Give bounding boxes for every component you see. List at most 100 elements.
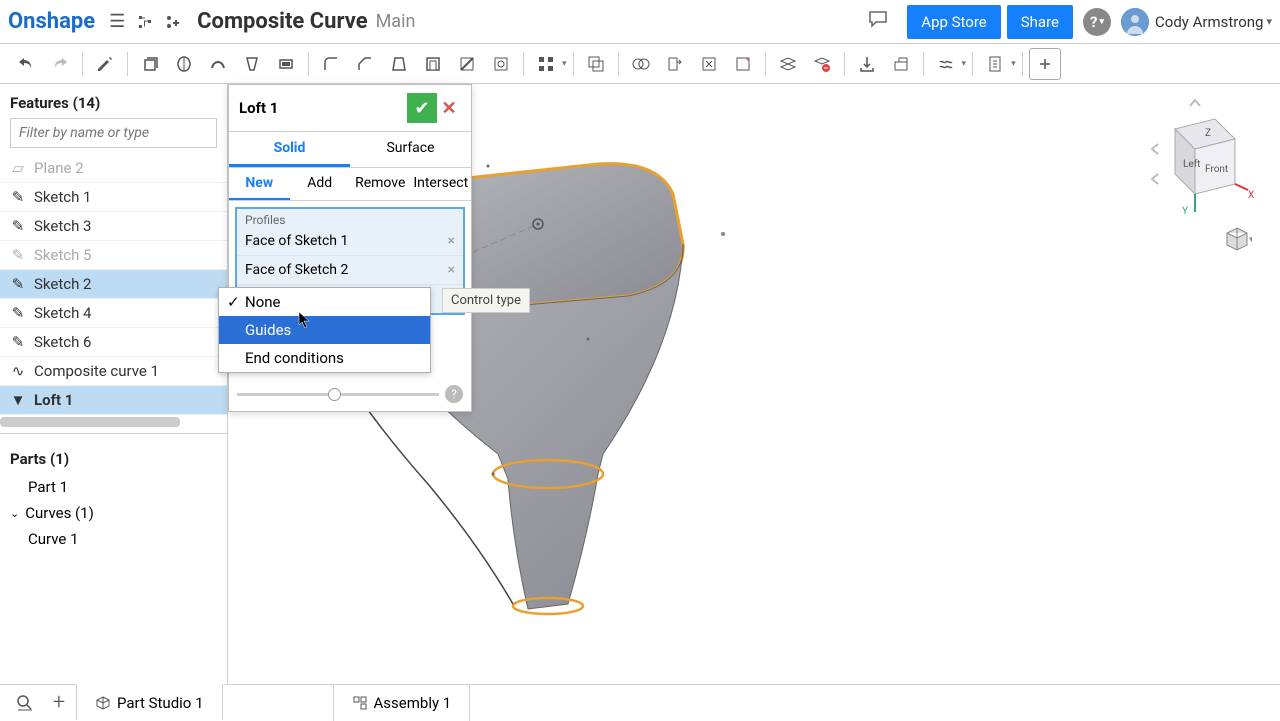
sketch-icon: ✎ — [10, 333, 26, 351]
toolbar: ▾ ▾ ▾ — [0, 44, 1280, 84]
revolve-tool[interactable] — [168, 48, 200, 80]
tab-add[interactable]: Add — [290, 168, 351, 200]
chevron-down-icon: ▾ — [1266, 15, 1272, 28]
sketch-icon: ✎ — [10, 304, 26, 322]
split-tool[interactable] — [625, 48, 657, 80]
feature-filter-input[interactable] — [10, 118, 217, 148]
derived-tool[interactable] — [885, 48, 917, 80]
sheetmetal-tool[interactable] — [930, 48, 962, 80]
confirm-button[interactable]: ✔ — [407, 93, 437, 123]
tree-icon[interactable] — [131, 8, 159, 36]
plane-tool[interactable] — [772, 48, 804, 80]
feature-item[interactable]: ✎Sketch 1 — [0, 183, 227, 212]
dialog-title: Loft 1 — [239, 99, 407, 117]
comments-icon[interactable] — [867, 8, 889, 35]
rib-tool[interactable] — [451, 48, 483, 80]
profile-item[interactable]: Face of Sketch 2× — [237, 255, 463, 284]
shell-tool[interactable] — [417, 48, 449, 80]
iso-cube-icon[interactable]: ▾ — [1222, 224, 1252, 258]
feature-item[interactable]: ✎Sketch 4 — [0, 299, 227, 328]
surface-delete-tool[interactable] — [806, 48, 838, 80]
feature-item[interactable]: ✎Sketch 5 — [0, 241, 227, 270]
svg-text:▾: ▾ — [1249, 235, 1252, 245]
opacity-slider[interactable] — [237, 393, 439, 396]
curve-item[interactable]: Curve 1 — [0, 526, 227, 552]
remove-profile-icon[interactable]: × — [448, 233, 455, 249]
profile-item[interactable]: Face of Sketch 1× — [237, 227, 463, 255]
feature-item[interactable]: ✎Sketch 6 — [0, 328, 227, 357]
part-studio-tab[interactable]: Part Studio 1 — [76, 684, 223, 720]
tab-surface[interactable]: Surface — [350, 132, 471, 167]
part-studio-icon — [95, 695, 111, 711]
modify-tool[interactable] — [727, 48, 759, 80]
insert-icon[interactable] — [159, 8, 187, 36]
sketch-icon: ✎ — [10, 188, 26, 206]
share-button[interactable]: Share — [1007, 5, 1073, 39]
svg-text:Z: Z — [1205, 128, 1211, 139]
app-store-button[interactable]: App Store — [907, 5, 1000, 39]
document-title[interactable]: Composite Curve — [197, 9, 367, 34]
parts-heading: Parts (1) — [0, 440, 227, 474]
chamfer-tool[interactable] — [349, 48, 381, 80]
tab-solid[interactable]: Solid — [229, 132, 350, 167]
dropdown-guides[interactable]: Guides — [219, 316, 430, 344]
sketch-tool[interactable] — [89, 48, 121, 80]
dropdown-end-conditions[interactable]: End conditions — [219, 344, 430, 372]
tab-remove[interactable]: Remove — [350, 168, 411, 200]
hole-tool[interactable] — [485, 48, 517, 80]
import-tool[interactable] — [851, 48, 883, 80]
control-type-dropdown: None Guides End conditions — [218, 287, 431, 373]
feature-item[interactable]: ▼Loft 1 — [0, 386, 227, 415]
profiles-label: Profiles — [237, 209, 463, 227]
loft-icon: ▼ — [10, 391, 26, 409]
feature-sidebar: Features (14) ▱Plane 2✎Sketch 1✎Sketch 3… — [0, 84, 228, 684]
pattern-tool[interactable] — [530, 48, 562, 80]
part-item[interactable]: Part 1 — [0, 474, 227, 500]
logo[interactable]: Onshape — [8, 9, 95, 34]
redo-button[interactable] — [44, 48, 76, 80]
loft-tool[interactable] — [236, 48, 268, 80]
sweep-tool[interactable] — [202, 48, 234, 80]
svg-text:Left: Left — [1183, 158, 1200, 170]
tab-intersect[interactable]: Intersect — [411, 168, 472, 200]
custom-feature-tool[interactable] — [1029, 48, 1061, 80]
undo-button[interactable] — [10, 48, 42, 80]
dropdown-none[interactable]: None — [219, 288, 430, 316]
assembly-tab[interactable]: Assembly 1 — [333, 685, 471, 721]
boolean-tool[interactable] — [580, 48, 612, 80]
curves-group[interactable]: ⌄ Curves (1) — [0, 500, 227, 526]
curve-icon: ∿ — [10, 362, 26, 380]
feature-item[interactable]: ✎Sketch 2 — [0, 270, 227, 299]
config-tool[interactable] — [979, 48, 1011, 80]
document-branch[interactable]: Main — [376, 11, 416, 32]
help-icon[interactable]: ? — [445, 385, 463, 403]
search-tabs-icon[interactable] — [8, 688, 42, 718]
cancel-button[interactable]: ✕ — [437, 93, 461, 123]
remove-profile-icon[interactable]: × — [448, 262, 455, 278]
view-cube[interactable]: Left Front Z Y X — [1120, 94, 1260, 238]
tooltip: Control type — [442, 288, 530, 313]
thicken-tool[interactable] — [270, 48, 302, 80]
feature-item[interactable]: ∿Composite curve 1 — [0, 357, 227, 386]
delete-face-tool[interactable] — [693, 48, 725, 80]
sketch-icon: ✎ — [10, 246, 26, 264]
draft-tool[interactable] — [383, 48, 415, 80]
bottom-tabs: + Part Studio 1 Assembly 1 — [0, 684, 1280, 720]
add-tab-button[interactable]: + — [42, 688, 76, 718]
svg-text:Front: Front — [1205, 164, 1228, 175]
menu-icon[interactable]: ☰ — [103, 8, 131, 36]
scrollbar[interactable] — [0, 417, 180, 427]
feature-item[interactable]: ▱Plane 2 — [0, 154, 227, 183]
fillet-tool[interactable] — [315, 48, 347, 80]
sketch-icon: ✎ — [10, 217, 26, 235]
help-icon[interactable]: ?▾ — [1083, 8, 1111, 36]
solid-surface-tabs: Solid Surface — [229, 132, 471, 168]
tab-new[interactable]: New — [229, 168, 290, 200]
svg-text:Y: Y — [1182, 206, 1188, 217]
transform-tool[interactable] — [659, 48, 691, 80]
svg-text:X: X — [1248, 190, 1254, 201]
user-menu[interactable]: Cody Armstrong ▾ — [1121, 8, 1272, 36]
feature-item[interactable]: ✎Sketch 3 — [0, 212, 227, 241]
extrude-tool[interactable] — [134, 48, 166, 80]
plane-icon: ▱ — [10, 159, 26, 177]
